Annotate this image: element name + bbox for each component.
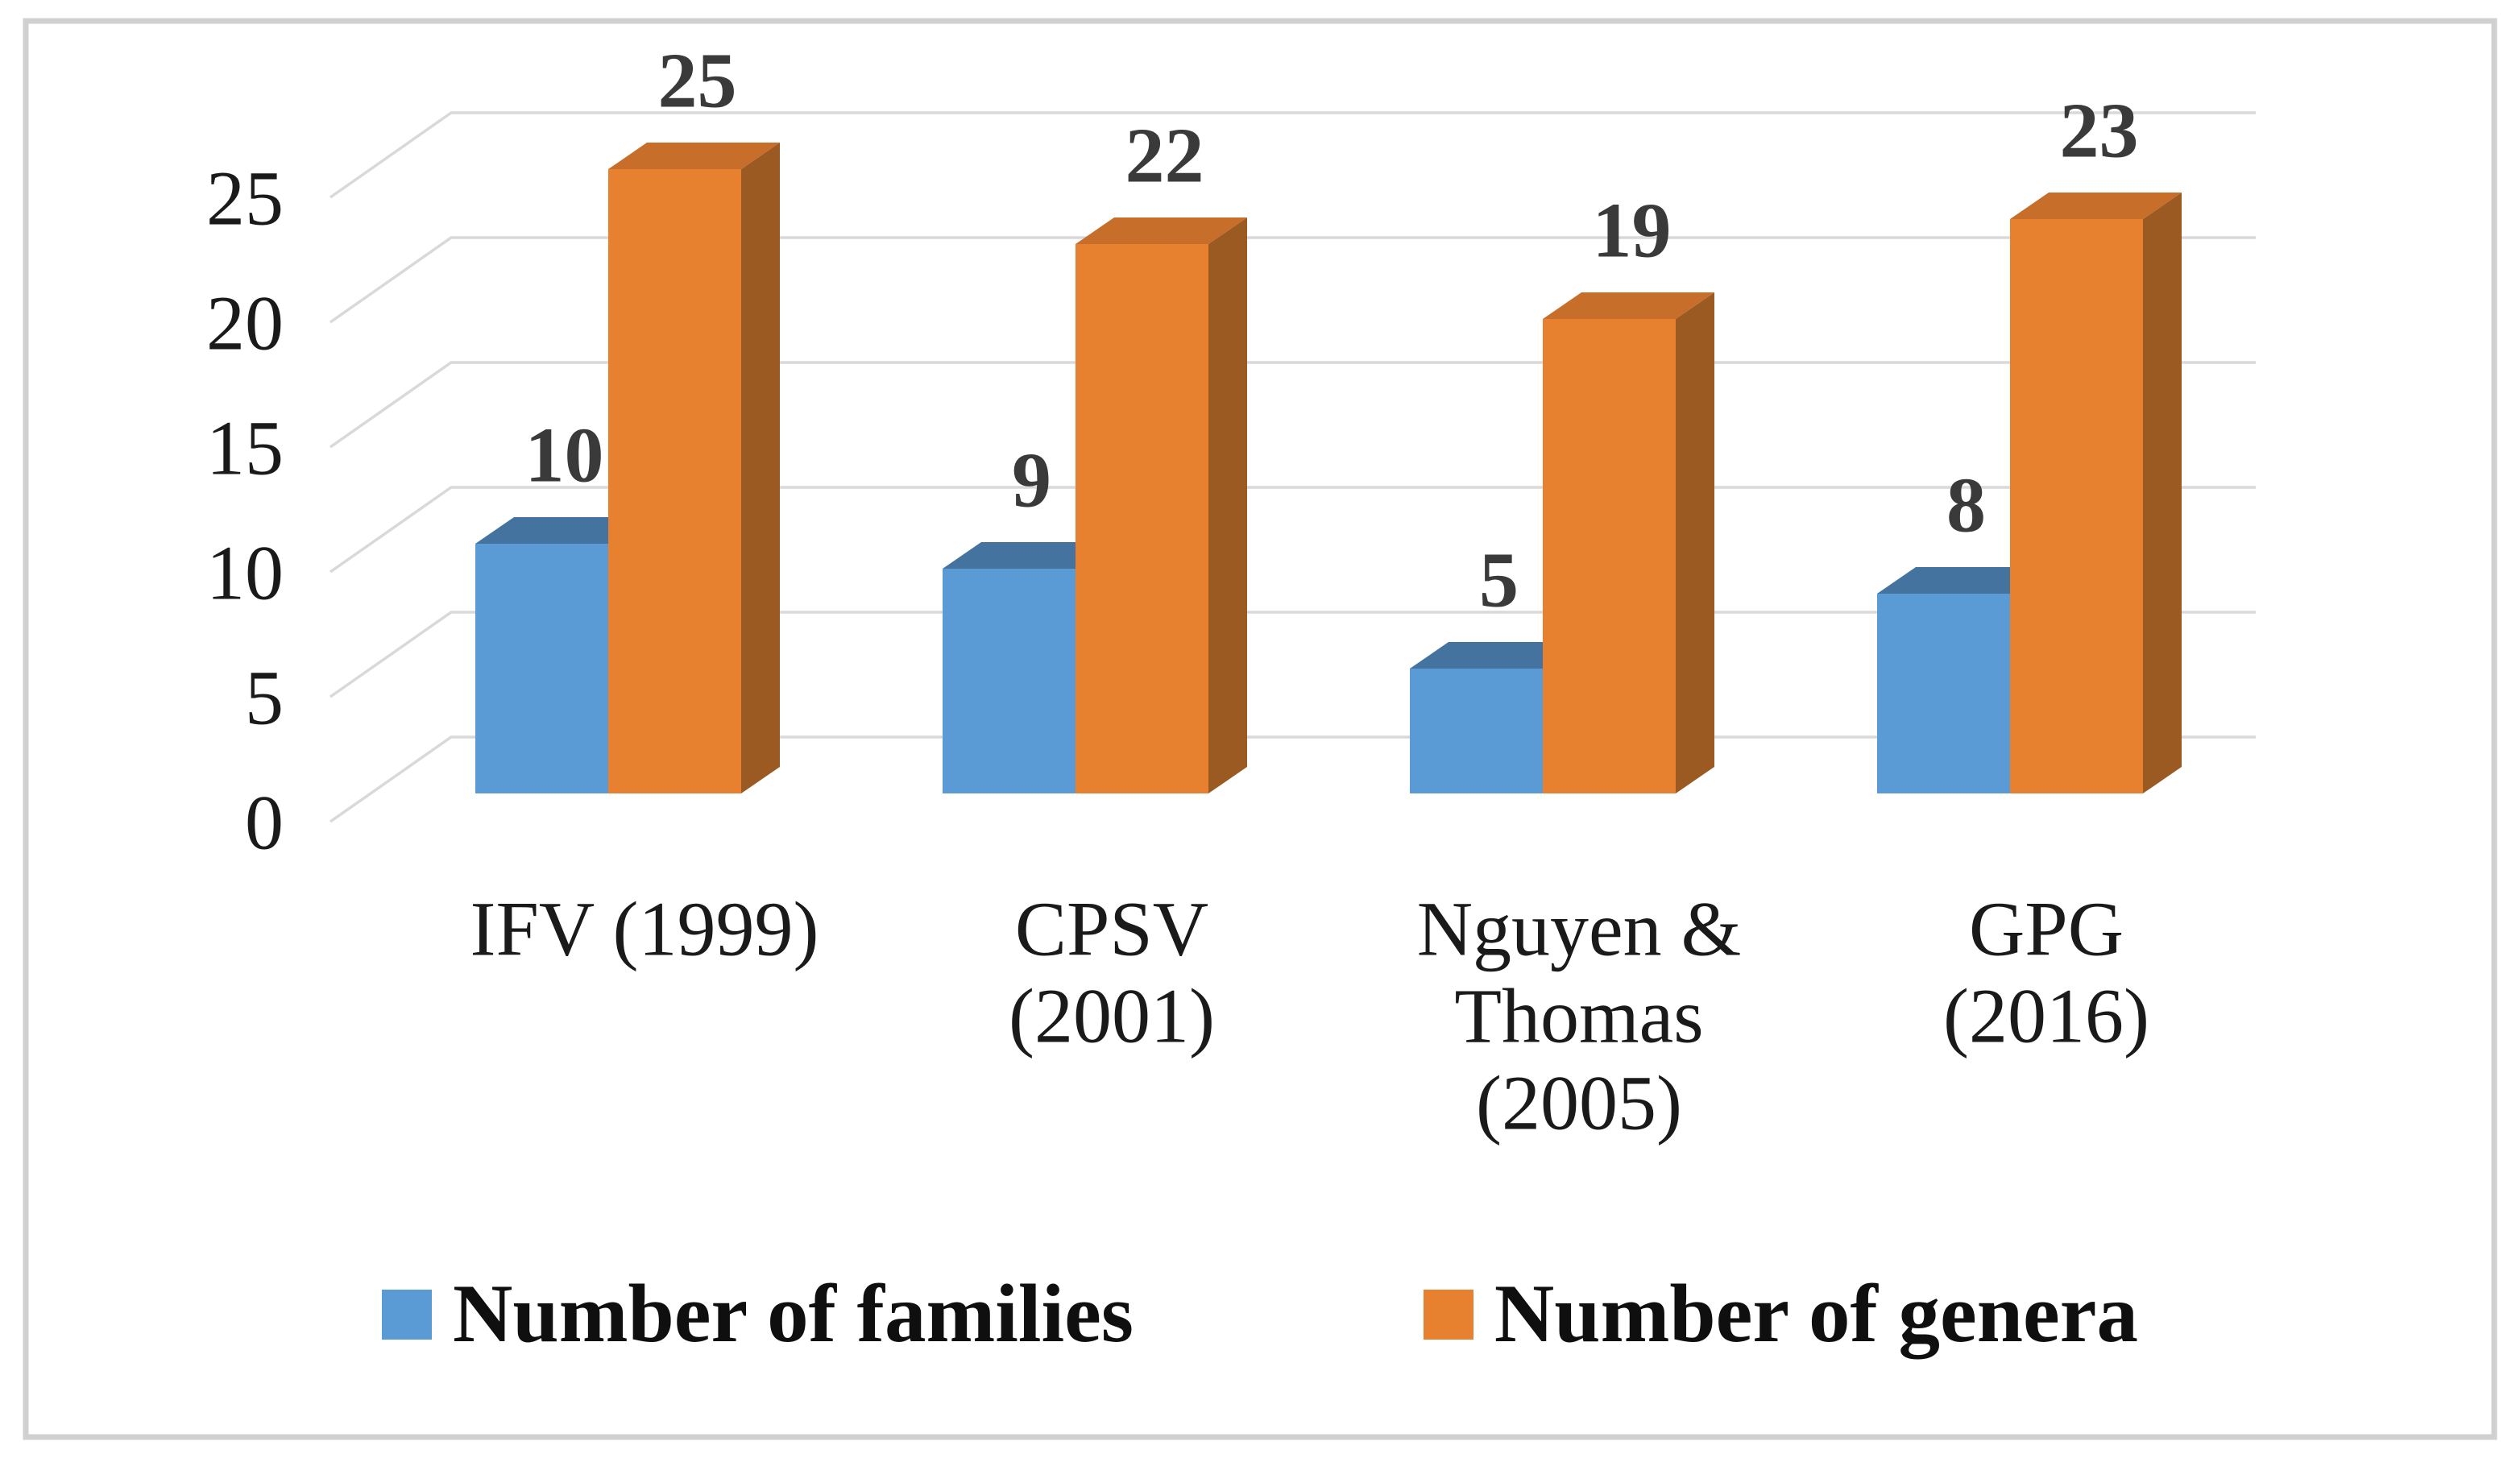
legend-label-genera: Number of genera [1494,1268,2138,1360]
bar-front-face [1076,244,1208,793]
category-label-1-line-0: CPSV [1015,886,1208,972]
data-label-families-2: 5 [1479,536,1519,623]
legend-label-families: Number of families [453,1268,1134,1360]
y-tick-label-15: 15 [206,405,284,491]
bar-front-face [1543,319,1676,793]
category-label-2-line-2: (2005) [1476,1060,1682,1146]
bar-genera-0 [608,143,780,793]
bar-front-face [475,544,608,793]
data-label-genera-2: 19 [1593,187,1672,274]
gridline-20 [329,236,2256,324]
legend-item-families: Number of families [382,1273,1134,1356]
legend-swatch-genera-icon [1423,1289,1473,1340]
bar-front-face [2010,219,2143,793]
bar-front-face [943,569,1076,793]
bar-top-face [1877,567,2049,594]
bar-top-face [475,517,647,544]
category-label-2-line-1: Thomas [1454,973,1703,1059]
y-tick-label-25: 25 [206,155,284,242]
data-label-families-0: 10 [525,412,604,499]
bar-genera-1 [1076,217,1247,793]
bar-front-face [608,169,741,793]
category-label-1-line-1: (2001) [1009,973,1215,1059]
bar-side-face [2143,193,2182,793]
bar-top-face [2010,193,2182,219]
data-label-genera-1: 22 [1125,112,1204,199]
data-label-families-3: 8 [1946,462,1986,549]
y-tick-label-10: 10 [206,530,284,616]
bar-top-face [1410,642,1581,669]
data-label-genera-3: 23 [2060,87,2139,174]
bar-side-face [1676,292,1714,793]
bar-front-face [1410,669,1543,793]
legend: Number of families Number of genera [0,1273,2520,1356]
bar-top-face [943,542,1114,569]
bar-genera-3 [2010,193,2182,793]
y-tick-label-5: 5 [245,655,284,741]
data-label-genera-0: 25 [658,37,737,124]
category-label-0-line-0: IFV (1999) [470,886,819,972]
y-tick-label-20: 20 [206,280,284,367]
gridline-25 [329,111,2256,199]
bar-front-face [1877,594,2010,793]
bar-side-face [741,143,780,793]
category-label-2-line-0: Nguyen & [1417,886,1742,972]
legend-item-genera: Number of genera [1423,1268,2138,1360]
figure-border [23,18,2497,1440]
category-label-3-line-0: GPG [1969,886,2124,972]
bar-side-face [1208,217,1247,793]
data-label-families-1: 9 [1012,437,1051,524]
legend-swatch-families-icon [382,1289,433,1340]
bar-top-face [1076,217,1247,244]
category-label-3-line-1: (2016) [1943,973,2149,1059]
bar-top-face [1543,292,1714,319]
bar-genera-2 [1543,292,1714,793]
y-tick-label-0: 0 [245,780,284,866]
bar-top-face [608,143,780,169]
